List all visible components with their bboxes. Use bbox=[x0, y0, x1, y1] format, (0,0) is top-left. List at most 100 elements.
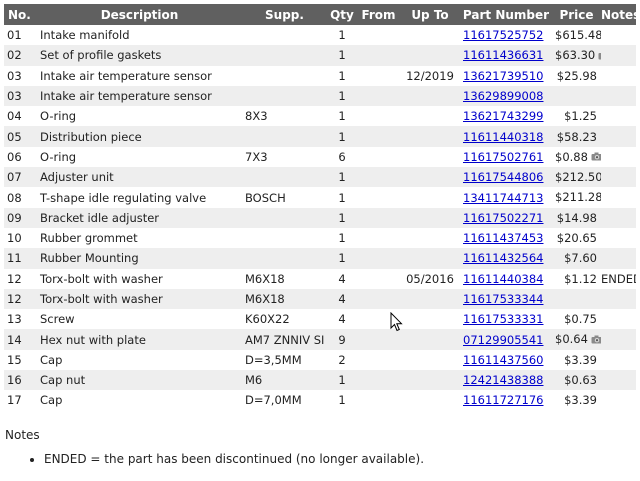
table-row: 16 Cap nut M6 1 12421438388 $0.63 bbox=[4, 370, 636, 391]
cell-description: Adjuster unit bbox=[37, 167, 242, 188]
mouse-cursor-icon bbox=[390, 311, 404, 335]
table-row: 14 Hex nut with plate AM7 ZNNIV SI 9 0712990… bbox=[4, 329, 636, 350]
cell-from bbox=[357, 207, 400, 228]
cell-qty: 9 bbox=[327, 329, 357, 350]
part-number-link[interactable]: 11611437453 bbox=[463, 231, 544, 246]
part-number-link[interactable]: 11611440318 bbox=[463, 129, 544, 144]
camera-icon[interactable] bbox=[598, 49, 601, 63]
cell-description: Intake manifold bbox=[40, 28, 130, 43]
cell-part-number: 11617544806 bbox=[460, 167, 552, 188]
cell-notes bbox=[601, 329, 636, 350]
part-number-link[interactable]: 11617525752 bbox=[463, 28, 544, 43]
camera-icon[interactable] bbox=[591, 150, 601, 164]
part-number-link[interactable]: 13411744713 bbox=[463, 190, 544, 205]
cell-description: Hex nut with plate bbox=[37, 329, 242, 350]
price-value: $63.30 bbox=[555, 48, 596, 63]
part-number-link[interactable]: 11617502271 bbox=[463, 210, 544, 225]
cell-no: 04 bbox=[7, 109, 22, 124]
table-row: 01 Intake manifold 1 11617525752 $615.48 bbox=[4, 25, 636, 45]
cell-part-number: 11617533344 bbox=[460, 288, 552, 310]
part-number-link[interactable]: 07129905541 bbox=[463, 332, 544, 347]
cell-notes bbox=[601, 350, 636, 370]
cell-description: O-ring bbox=[40, 109, 77, 124]
cell-supp: 8X3 bbox=[245, 109, 268, 124]
table-row: 09 Bracket idle adjuster 1 11617502271 $14.9… bbox=[4, 207, 636, 228]
cell-price: $25.98 bbox=[552, 66, 601, 86]
cell-supp bbox=[242, 85, 327, 107]
cell-from bbox=[357, 248, 400, 269]
cell-price: $615.48 bbox=[552, 25, 601, 45]
notes-item: ENDED = the part has been discontinued (… bbox=[44, 452, 424, 466]
cell-supp: BOSCH bbox=[245, 190, 286, 205]
cell-price: $211.28 bbox=[552, 187, 601, 207]
cell-upto bbox=[400, 85, 460, 107]
cell-upto bbox=[400, 390, 460, 410]
cell-price: $3.39 bbox=[552, 350, 601, 370]
cell-part-number: 11611440384 bbox=[460, 269, 552, 289]
part-number-link[interactable]: 11611432564 bbox=[463, 251, 544, 266]
cell-part-number: 13621743299 bbox=[460, 106, 552, 126]
header-part-number: Part Number bbox=[460, 4, 552, 25]
price-value: $0.63 bbox=[564, 373, 597, 388]
cell-notes bbox=[601, 25, 636, 45]
part-number-link[interactable]: 13621743299 bbox=[463, 109, 544, 124]
cell-description: Torx-bolt with washer bbox=[37, 288, 242, 310]
parts-table: No. Description Supp. Qty From Up To Par… bbox=[4, 4, 640, 411]
cell-no: 12 bbox=[4, 288, 37, 310]
cell-notes bbox=[601, 167, 636, 188]
cell-qty: 1 bbox=[327, 126, 357, 147]
table-row: 11 Rubber Mounting 1 11611432564 $7.60 bbox=[4, 248, 636, 269]
cell-supp bbox=[242, 66, 327, 86]
notes-title: Notes bbox=[5, 428, 40, 442]
part-number-link[interactable]: 11611436631 bbox=[463, 48, 544, 63]
cell-supp: M6 bbox=[242, 370, 327, 391]
cell-supp bbox=[242, 248, 327, 269]
cell-notes: ENDED bbox=[601, 271, 636, 286]
cell-notes bbox=[601, 106, 636, 126]
header-price: Price bbox=[552, 4, 601, 25]
price-value: $3.39 bbox=[564, 352, 597, 367]
cell-no: 03 bbox=[7, 68, 22, 83]
part-number-link[interactable]: 13629899008 bbox=[463, 89, 544, 104]
part-number-link[interactable]: 11611437560 bbox=[463, 352, 544, 367]
part-number-link[interactable]: 11617544806 bbox=[463, 170, 544, 185]
cell-part-number: 11611437560 bbox=[460, 350, 552, 370]
camera-icon[interactable] bbox=[591, 333, 601, 347]
cell-from bbox=[357, 167, 400, 188]
table-row: 12 Torx-bolt with washer M6X18 4 11617533344 bbox=[4, 288, 636, 310]
part-number-link[interactable]: 11617533344 bbox=[463, 292, 544, 306]
cell-price bbox=[552, 288, 601, 310]
price-value: $1.12 bbox=[564, 271, 597, 286]
cell-no: 13 bbox=[7, 312, 22, 327]
part-number-link[interactable]: 11611727176 bbox=[463, 393, 544, 408]
cell-notes bbox=[601, 288, 636, 310]
cell-notes bbox=[601, 187, 636, 207]
price-value: $25.98 bbox=[556, 68, 597, 83]
part-number-link[interactable]: 11611440384 bbox=[463, 271, 544, 286]
part-number-link[interactable]: 12421438388 bbox=[463, 373, 544, 388]
cell-upto: 12/2019 bbox=[406, 68, 454, 83]
cell-description: Bracket idle adjuster bbox=[37, 207, 242, 228]
part-number-link[interactable]: 13621739510 bbox=[463, 68, 544, 83]
cell-part-number: 11617525752 bbox=[460, 25, 552, 45]
table-row: 13 Screw K60X22 4 11617533331 $0.75 bbox=[4, 309, 636, 329]
cell-supp bbox=[242, 45, 327, 66]
cell-no: 14 bbox=[4, 329, 37, 350]
cell-supp bbox=[242, 228, 327, 248]
price-value: $14.98 bbox=[556, 210, 597, 225]
cell-from bbox=[357, 370, 400, 391]
cell-upto bbox=[400, 350, 460, 370]
cell-upto bbox=[400, 25, 460, 45]
part-number-link[interactable]: 11617533331 bbox=[463, 312, 544, 327]
cell-from bbox=[357, 126, 400, 147]
cell-upto bbox=[400, 329, 460, 350]
cell-no: 16 bbox=[4, 370, 37, 391]
part-number-link[interactable]: 11617502761 bbox=[463, 149, 544, 164]
cell-upto bbox=[400, 147, 460, 167]
price-value: $0.64 bbox=[555, 332, 588, 347]
cell-supp: M6X18 bbox=[242, 288, 327, 310]
cell-from bbox=[357, 25, 400, 45]
cell-supp: AM7 ZNNIV SI bbox=[242, 329, 327, 350]
cell-no: 15 bbox=[7, 352, 22, 367]
cell-qty: 6 bbox=[338, 149, 346, 164]
